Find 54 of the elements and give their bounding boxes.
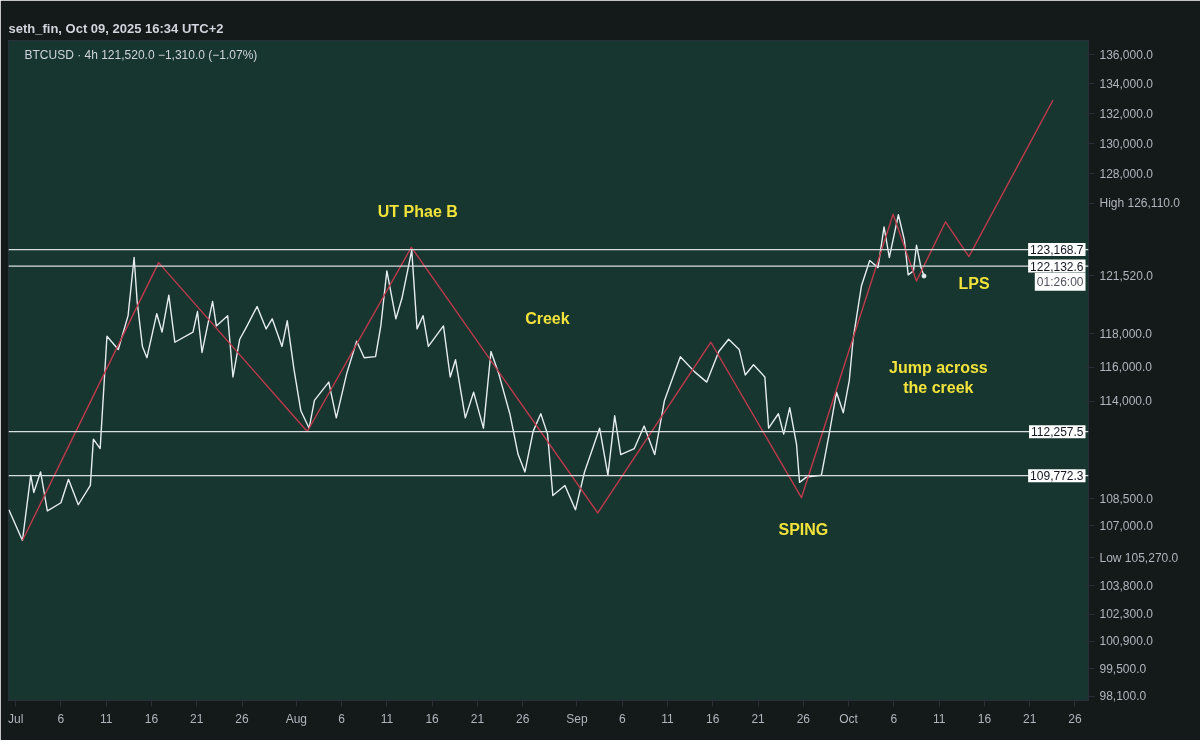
x-tick-label: 26 [1068,711,1082,726]
y-tick-label: 116,000.0 [1099,360,1153,375]
x-tick-label: 11 [99,711,113,726]
x-tick-label: 21 [1022,711,1037,726]
y-tick-label: 98,100.0 [1099,689,1147,704]
x-tick-label: 21 [751,711,766,726]
x-tick-label: 26 [796,711,811,726]
x-tick-label: 21 [190,711,204,726]
x-tick-label: Jul [8,711,24,726]
annotation: Creek [525,309,570,327]
y-tick-label: 108,500.0 [1099,491,1154,506]
x-tick-label: Oct [839,711,859,726]
x-tick-label: Aug [285,711,308,726]
y-tick-label: High 126,110.0 [1099,196,1181,211]
y-tick-label: 130,000.0 [1099,136,1154,151]
text: BTCUSD · 4h 121,520.0 −1,310.0 (−1.07%) [24,47,258,62]
x-tick-label: 16 [977,711,992,726]
annotation: Jump across the creek [889,359,988,397]
x-tick-label: 16 [144,711,159,726]
annotation: LPS [958,274,990,292]
y-tick-label: 118,000.0 [1099,326,1153,341]
x-tick-label: 11 [380,711,394,726]
x-tick-label: 6 [890,711,898,726]
x-tick-label: 21 [470,711,485,726]
ref-line-label: 112,257.5 [1031,425,1084,440]
y-tick-label: 114,000.0 [1099,394,1153,409]
ref-line-label: 109,772.3 [1030,469,1084,484]
y-tick-label: 128,000.0 [1099,166,1154,181]
y-tick-label: 136,000.0 [1099,47,1154,62]
annotation: UT Phae B [377,202,458,220]
x-tick-label: 16 [706,711,720,726]
x-tick-label: 26 [235,711,249,726]
x-tick-label: 6 [618,711,626,726]
y-tick-label: 103,800.0 [1099,578,1154,593]
chart-title: seth_fin, Oct 09, 2025 16:34 UTC+2 [8,20,224,36]
y-tick-label: 100,900.0 [1099,634,1154,649]
y-tick-label: 99,500.0 [1099,661,1147,676]
x-tick-label: 26 [515,711,530,726]
x-tick-label: 6 [338,711,346,726]
annotation: 01:26:00 [1036,274,1084,289]
x-tick-label: 16 [425,711,440,726]
y-tick-label: 134,000.0 [1099,76,1154,91]
x-tick-label: Sep [566,711,588,726]
y-tick-label: Low 105,270.0 [1099,550,1179,565]
y-tick-label: 102,300.0 [1099,607,1154,622]
annotation: SPING [778,521,829,539]
ref-line-label: 123,168.7 [1030,243,1084,258]
y-tick-label: 107,000.0 [1099,518,1154,533]
ref-line-label: 122,132.6 [1030,259,1084,274]
x-tick-label: 11 [661,711,675,726]
y-tick-label: 132,000.0 [1099,106,1154,121]
x-tick-label: 6 [57,711,65,726]
x-tick-label: 11 [932,711,946,726]
y-tick-label: 121,520.0 [1099,269,1154,283]
